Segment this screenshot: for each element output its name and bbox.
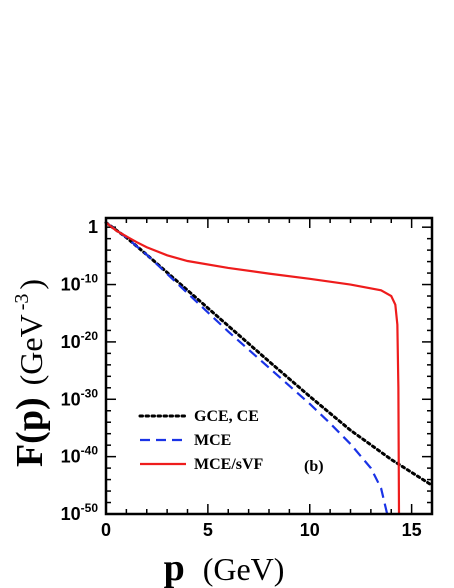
y-tick-label-base: 10 (61, 332, 81, 352)
x-tick-label: 10 (300, 520, 320, 540)
plot-area (104, 216, 434, 516)
x-tick-label: 0 (101, 520, 111, 540)
legend: GCE, CE MCE MCE/sVF (138, 408, 264, 473)
y-tick-label: 10-20 (61, 329, 99, 352)
y-tick-label-exponent: -30 (81, 386, 99, 400)
y-tick-label: 1 (88, 217, 98, 237)
y-tick-label-base: 10 (61, 389, 81, 409)
series-line-0 (104, 221, 434, 487)
y-tick-label: 10-10 (61, 272, 99, 295)
y-axis-title: F(p) (GeV -3 ) (9, 279, 51, 467)
y-tick-label-base: 10 (61, 447, 81, 467)
y-tick-label: 10-40 (61, 444, 99, 467)
x-axis-title: p (GeV) (164, 547, 285, 588)
y-tick-label-base: 10 (61, 504, 81, 524)
legend-label: MCE (194, 432, 231, 449)
plot-frame (104, 216, 434, 516)
y-tick-label: 10-30 (61, 386, 99, 409)
y-tick-label-exponent: -10 (81, 272, 99, 286)
x-tick-label: 15 (402, 520, 422, 540)
series-line-1 (105, 221, 389, 515)
x-tick-label: 5 (203, 520, 213, 540)
x-tick-labels: 0 5 10 15 (101, 520, 422, 540)
series-layer (104, 221, 434, 515)
x-axis-title-bold: p (164, 547, 185, 588)
y-tick-label: 10-50 (61, 501, 99, 524)
series-line-2 (105, 221, 401, 515)
y-tick-label-base: 1 (88, 217, 98, 237)
x-axis-title-unit: (GeV) (203, 551, 285, 587)
y-axis-title-unit: (GeV (13, 314, 49, 385)
y-tick-label-exponent: -40 (81, 444, 99, 458)
panel-annotation: (b) (304, 458, 324, 475)
y-tick-label-base: 10 (61, 275, 81, 295)
legend-label: GCE, CE (194, 408, 259, 425)
y-tick-label-exponent: -20 (81, 329, 99, 343)
y-axis-title-sup: -3 (11, 294, 33, 311)
y-axis-title-bold: F(p) (9, 397, 51, 467)
legend-label: MCE/sVF (194, 456, 264, 473)
y-tick-label-exponent: -50 (81, 501, 99, 515)
y-axis-title-close: ) (13, 279, 49, 290)
